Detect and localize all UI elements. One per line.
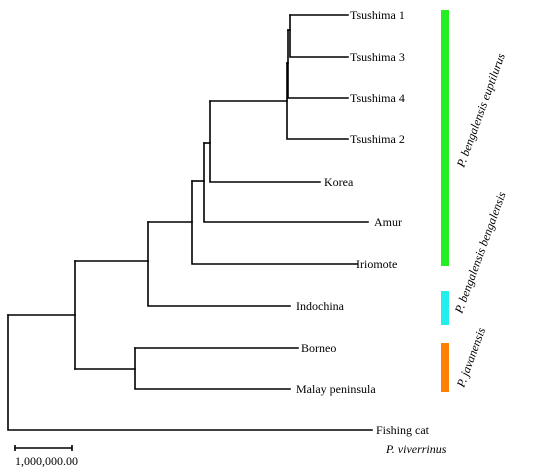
leaf-label-korea: Korea <box>324 175 354 189</box>
leaf-label-tsushima-1: Tsushima 1 <box>350 8 405 22</box>
tree-branches <box>7 14 373 431</box>
leaf-label-iriomote: Iriomote <box>356 257 397 271</box>
branch-tsushima-split <box>286 62 349 140</box>
branch-bengalensis-split <box>147 221 291 307</box>
branch-tsushima-g-split <box>289 14 349 58</box>
outgroup-species-label: P. viverrinus <box>385 442 447 456</box>
branch-euptilurus-split <box>191 180 358 265</box>
branch-tsushima-f-split <box>287 29 349 99</box>
leaf-label-amur: Amur <box>374 215 402 229</box>
leaf-label-borneo: Borneo <box>301 341 336 355</box>
branch-javanensis-split <box>134 347 291 390</box>
scale-bar: 1,000,000.00 <box>14 445 78 468</box>
scale-bar-line <box>14 445 73 451</box>
branch-node-d-split <box>209 100 321 183</box>
clade-bar-euptilurus <box>441 10 449 266</box>
leaf-label-tsushima-3: Tsushima 3 <box>350 50 405 64</box>
scale-bar-label: 1,000,000.00 <box>15 454 78 468</box>
leaf-label-malay-peninsula: Malay peninsula <box>296 382 376 396</box>
branch-root <box>7 314 373 431</box>
branch-node-c-split <box>203 142 369 223</box>
leaf-label-tsushima-4: Tsushima 4 <box>350 91 405 105</box>
clade-label-euptilurus: P. bengalensis euptilurus <box>453 51 508 170</box>
clade-bar-javanensis <box>441 343 449 392</box>
leaf-label-fishing-cat: Fishing cat <box>376 423 430 437</box>
clade-bar-bengalensis <box>441 291 449 325</box>
clade-labels: P. bengalensis euptilurus P. bengalensis… <box>451 51 508 390</box>
clade-label-javanensis: P. javanensis <box>453 325 488 390</box>
clade-label-bengalensis: P. bengalensis bengalensis <box>451 190 508 316</box>
clade-bars <box>441 10 449 392</box>
leaf-labels: Tsushima 1 Tsushima 3 Tsushima 4 Tsushim… <box>296 8 447 456</box>
leaf-label-indochina: Indochina <box>296 299 345 313</box>
leaf-label-tsushima-2: Tsushima 2 <box>350 132 405 146</box>
